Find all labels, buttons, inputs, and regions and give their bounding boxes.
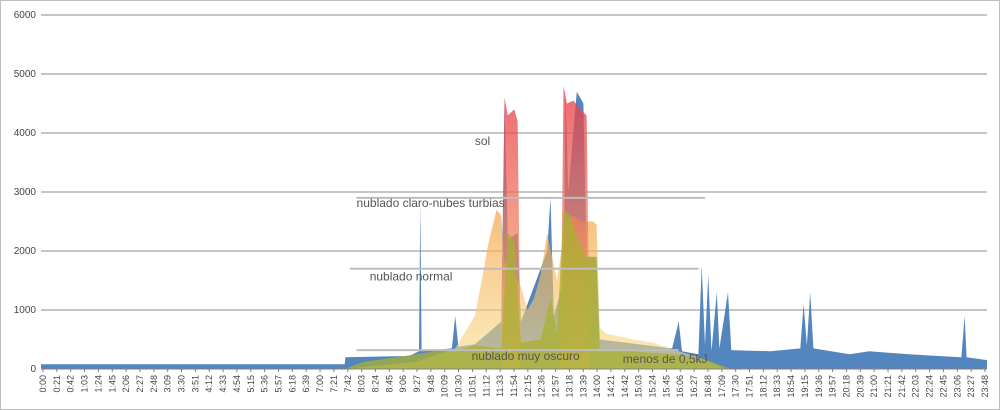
y-tick-label: 5000 [14,69,37,80]
x-tick-label: 10:51 [467,375,477,398]
x-tick-label: 11:54 [509,375,519,397]
x-tick-label: 19:57 [828,375,838,398]
x-tick-label: 5:57 [274,375,284,393]
x-tick-label: 9:27 [412,375,422,393]
x-tick-label: 23:27 [966,375,976,398]
x-tick-label: 9:48 [426,375,436,393]
x-tick-label: 13:18 [564,375,574,398]
x-tick-label: 9:06 [398,375,408,393]
x-tick-label: 4:54 [232,375,242,393]
x-tick-label: 3:09 [163,375,173,393]
x-tick-label: 13:39 [578,375,588,398]
x-tick-label: 17:30 [731,375,741,398]
x-tick-label: 20:39 [855,375,865,398]
x-tick-label: 11:33 [495,375,505,397]
x-tick-label: 18:12 [758,375,768,398]
x-tick-label: 21:21 [883,375,893,398]
x-tick-label: 8:45 [384,375,394,393]
annotation-label: menos de 0,5kJ [623,352,708,366]
x-tick-label: 10:09 [440,375,450,398]
x-tick-label: 0:42 [66,375,76,393]
x-tick-label: 4:12 [204,375,214,393]
x-tick-label: 21:00 [869,375,879,398]
x-tick-label: 22:24 [925,375,935,398]
x-tick-label: 15:24 [648,375,658,398]
x-tick-label: 6:39 [301,375,311,393]
x-tick-label: 16:48 [703,375,713,398]
x-tick-label: 23:06 [952,375,962,398]
x-tick-label: 18:54 [786,375,796,398]
x-tick-label: 7:42 [343,375,353,393]
x-tick-label: 2:06 [121,375,131,393]
annotation-label: nublado normal [370,270,453,284]
x-tick-label: 18:33 [772,375,782,398]
x-tick-label: 5:15 [246,375,256,393]
x-tick-label: 21:42 [897,375,907,398]
x-tick-label: 22:03 [911,375,921,398]
x-tick-label: 0:00 [38,375,48,393]
x-tick-label: 0:21 [52,375,62,393]
annotation-label: nublado muy oscuro [472,349,580,363]
y-tick-label: 3000 [14,187,37,198]
x-tick-label: 3:30 [177,375,187,393]
x-tick-label: 17:51 [745,375,755,398]
x-tick-label: 2:27 [135,375,145,393]
x-tick-label: 10:30 [454,375,464,398]
y-tick-label: 6000 [14,10,37,21]
x-tick-label: 4:33 [218,375,228,393]
annotation-label: nublado claro-nubes turbias [357,196,505,210]
x-tick-label: 14:42 [620,375,630,398]
x-tick-label: 8:24 [370,375,380,393]
x-tick-label: 5:36 [260,375,270,393]
x-tick-label: 16:06 [675,375,685,398]
x-tick-label: 12:15 [523,375,533,398]
x-tick-label: 7:21 [329,375,339,393]
x-tick-label: 11:12 [481,375,491,397]
y-tick-label: 2000 [14,246,37,257]
x-tick-label: 23:48 [980,375,990,398]
x-tick-label: 1:03 [80,375,90,393]
x-tick-label: 1:45 [107,375,117,393]
y-tick-label: 0 [30,364,36,375]
x-tick-label: 8:03 [357,375,367,393]
x-tick-label: 15:03 [634,375,644,398]
x-tick-label: 16:27 [689,375,699,398]
y-tick-label: 4000 [14,128,37,139]
x-tick-label: 1:24 [93,375,103,393]
x-tick-label: 7:00 [315,375,325,393]
x-tick-label: 6:18 [287,375,297,393]
annotation-label: sol [475,134,490,148]
x-tick-label: 20:18 [841,375,851,398]
x-tick-label: 12:57 [551,375,561,398]
x-tick-label: 14:00 [592,375,602,398]
x-tick-label: 3:51 [190,375,200,393]
x-tick-label: 12:36 [537,375,547,398]
y-tick-label: 1000 [14,305,37,316]
x-tick-label: 2:48 [149,375,159,393]
x-tick-label: 17:09 [717,375,727,398]
x-tick-label: 22:45 [938,375,948,398]
x-tick-label: 19:15 [800,375,810,398]
x-tick-label: 15:45 [661,375,671,398]
x-tick-label: 19:36 [814,375,824,398]
area-series-2 [344,209,725,369]
x-tick-label: 14:21 [606,375,616,398]
